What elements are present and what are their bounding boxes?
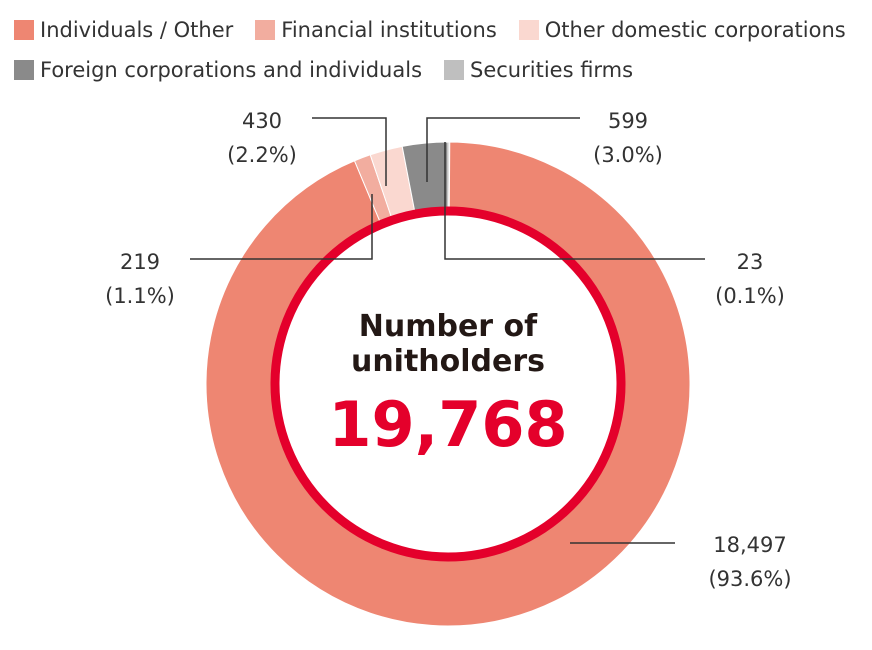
legend-swatch-domestic <box>518 20 539 40</box>
data-label-value-individuals: 18,497 <box>713 533 786 557</box>
legend-label-individuals: Individuals / Other <box>40 18 234 42</box>
legend-item-individuals: Individuals / Other <box>14 18 233 42</box>
leader-financial <box>190 194 373 260</box>
legend-item-foreign: Foreign corporations and individuals <box>14 58 422 82</box>
center-total: 19,768 <box>328 388 567 461</box>
data-label-percent-securities: (0.1%) <box>715 284 785 308</box>
legend-item-financial: Financial institutions <box>255 18 497 42</box>
legend-label-securities: Securities firms <box>470 58 634 82</box>
data-label-value-foreign: 599 <box>608 109 648 133</box>
legend-swatch-individuals <box>14 20 34 40</box>
legend-label-domestic: Other domestic corporations <box>544 18 846 42</box>
leader-securities <box>444 142 705 260</box>
chart-legend: Individuals / Other Financial institutio… <box>14 12 864 92</box>
legend-item-domestic: Other domestic corporations <box>518 18 846 42</box>
data-labels: 599 (3.0%) 430 (2.2%) 219 (1.1%) 23 (0.1%) 18,49… <box>105 109 791 591</box>
data-label-percent-foreign: (3.0%) <box>593 143 663 167</box>
data-label-value-domestic: 430 <box>242 109 282 133</box>
data-label-percent-domestic: (2.2%) <box>227 143 297 167</box>
leader-lines <box>190 117 705 544</box>
legend-item-securities: Securities firms <box>444 58 633 82</box>
leader-foreign <box>426 117 580 182</box>
data-label-percent-individuals: (93.6%) <box>708 567 791 591</box>
legend-row-2: Foreign corporations and individuals Sec… <box>14 52 864 88</box>
legend-label-foreign: Foreign corporations and individuals <box>40 58 423 82</box>
leader-domestic <box>312 117 387 186</box>
center-title-line1: Number of <box>359 309 538 344</box>
data-label-value-financial: 219 <box>120 250 160 274</box>
data-label-percent-financial: (1.1%) <box>105 284 175 308</box>
legend-label-financial: Financial institutions <box>281 18 497 42</box>
data-label-value-securities: 23 <box>737 250 764 274</box>
legend-swatch-securities <box>444 60 465 80</box>
legend-swatch-foreign <box>14 60 34 80</box>
legend-row-1: Individuals / Other Financial institutio… <box>14 12 864 48</box>
center-title-line2: unitholders <box>351 344 545 379</box>
legend-swatch-financial <box>255 20 276 40</box>
center-ring <box>270 206 626 562</box>
